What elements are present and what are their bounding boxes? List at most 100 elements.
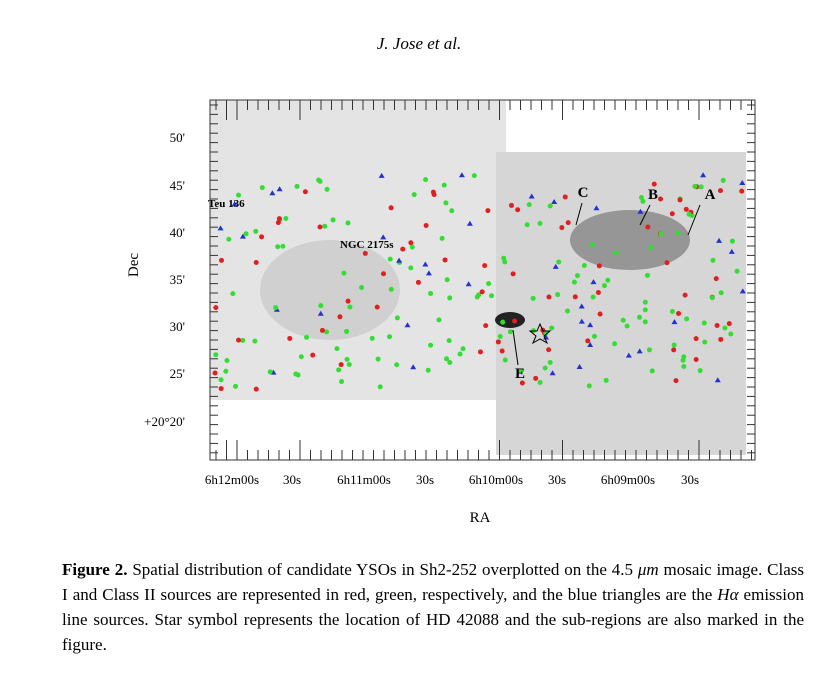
yso-marker [537,380,543,386]
yso-marker [512,318,518,324]
yso-marker [645,224,651,230]
yso-marker [359,285,365,291]
yso-marker [565,308,571,314]
yso-marker [547,360,553,366]
yso-marker [702,339,708,345]
x-tick-label: 6h12m00s [205,472,259,487]
yso-marker [698,184,704,190]
yso-marker [447,359,453,365]
halpha-source [739,288,746,294]
yso-marker [362,250,368,256]
yso-marker [684,316,690,322]
pointer [575,202,583,226]
halpha-source [404,322,411,328]
yso-marker [213,352,219,358]
yso-marker [603,377,609,383]
halpha-source [380,234,387,240]
mosaic-right [496,152,746,455]
y-tick-label: 30' [170,319,185,334]
yso-marker [409,244,415,250]
yso-marker [489,293,495,299]
yso-marker [642,319,648,325]
yso-marker [565,220,571,226]
yso-marker [310,352,316,358]
yso-marker [253,228,259,234]
yso-marker [658,196,664,202]
yso-marker [555,292,561,298]
yso-marker [218,386,224,392]
yso-marker [295,372,301,378]
caption-text: Spatial distribution of candidate YSOs i… [132,560,638,579]
halpha-source [396,257,403,263]
yso-marker [713,276,719,282]
x-tick-label: 30s [681,472,699,487]
yso-marker [212,370,218,376]
yso-marker [345,220,351,226]
yso-marker [726,321,732,327]
yso-marker [477,349,483,355]
halpha-source [317,310,324,316]
halpha-source [578,318,585,324]
yso-marker [581,263,587,269]
yso-marker [709,295,715,301]
axes-frame [209,99,756,461]
yso-marker [259,234,265,240]
yso-marker [485,208,491,214]
yso-marker [233,383,239,389]
yso-marker [322,223,328,229]
yso-marker [374,304,380,310]
yso-marker [243,231,249,237]
yso-marker [640,198,646,204]
yso-marker [460,346,466,352]
yso-marker [428,290,434,296]
yso-marker [430,189,436,195]
yso-marker [330,217,336,223]
yso-marker [507,329,513,335]
yso-marker [642,307,648,313]
yso-marker [275,220,281,226]
yso-marker [693,336,699,342]
yso-marker [638,195,644,201]
yso-marker [718,336,724,342]
yso-marker [423,177,429,183]
halpha-source [422,261,429,267]
yso-marker [400,246,406,252]
x-tick-label: 30s [283,472,301,487]
y-tick-label: 40' [170,225,185,240]
y-tick-label: +20°20' [144,414,185,429]
yso-marker [642,299,648,305]
yso-marker [524,222,530,228]
yso-marker [219,257,225,263]
halpha-source [587,322,594,328]
yso-marker [675,230,681,236]
yso-marker [347,304,353,310]
yso-marker [336,367,342,373]
nebula [570,210,690,270]
yso-marker [502,259,508,265]
yso-marker [324,186,330,192]
yso-marker [669,211,675,217]
yso-marker [658,231,664,237]
halpha-source [587,342,594,348]
halpha-source [528,193,535,199]
caption-text: emission line sources. Star symbol repre… [62,585,804,654]
halpha-source [552,263,559,269]
yso-marker [546,294,552,300]
yso-marker [344,328,350,334]
halpha-source [410,364,417,370]
yso-marker [423,222,429,228]
halpha-source [593,205,600,211]
pointer [639,204,651,226]
yso-marker [344,356,350,362]
halpha-source [425,270,432,276]
yso-marker [441,182,447,188]
yso-marker [664,260,670,266]
yso-marker [337,314,343,320]
yso-marker [324,329,330,335]
caption-text: mosaic image. Class I and Class II sourc… [62,560,805,604]
caption-text: Hα [717,585,739,604]
yso-marker [589,242,595,248]
yso-marker [298,354,304,360]
yso-marker [236,337,242,343]
halpha-source [466,220,473,226]
